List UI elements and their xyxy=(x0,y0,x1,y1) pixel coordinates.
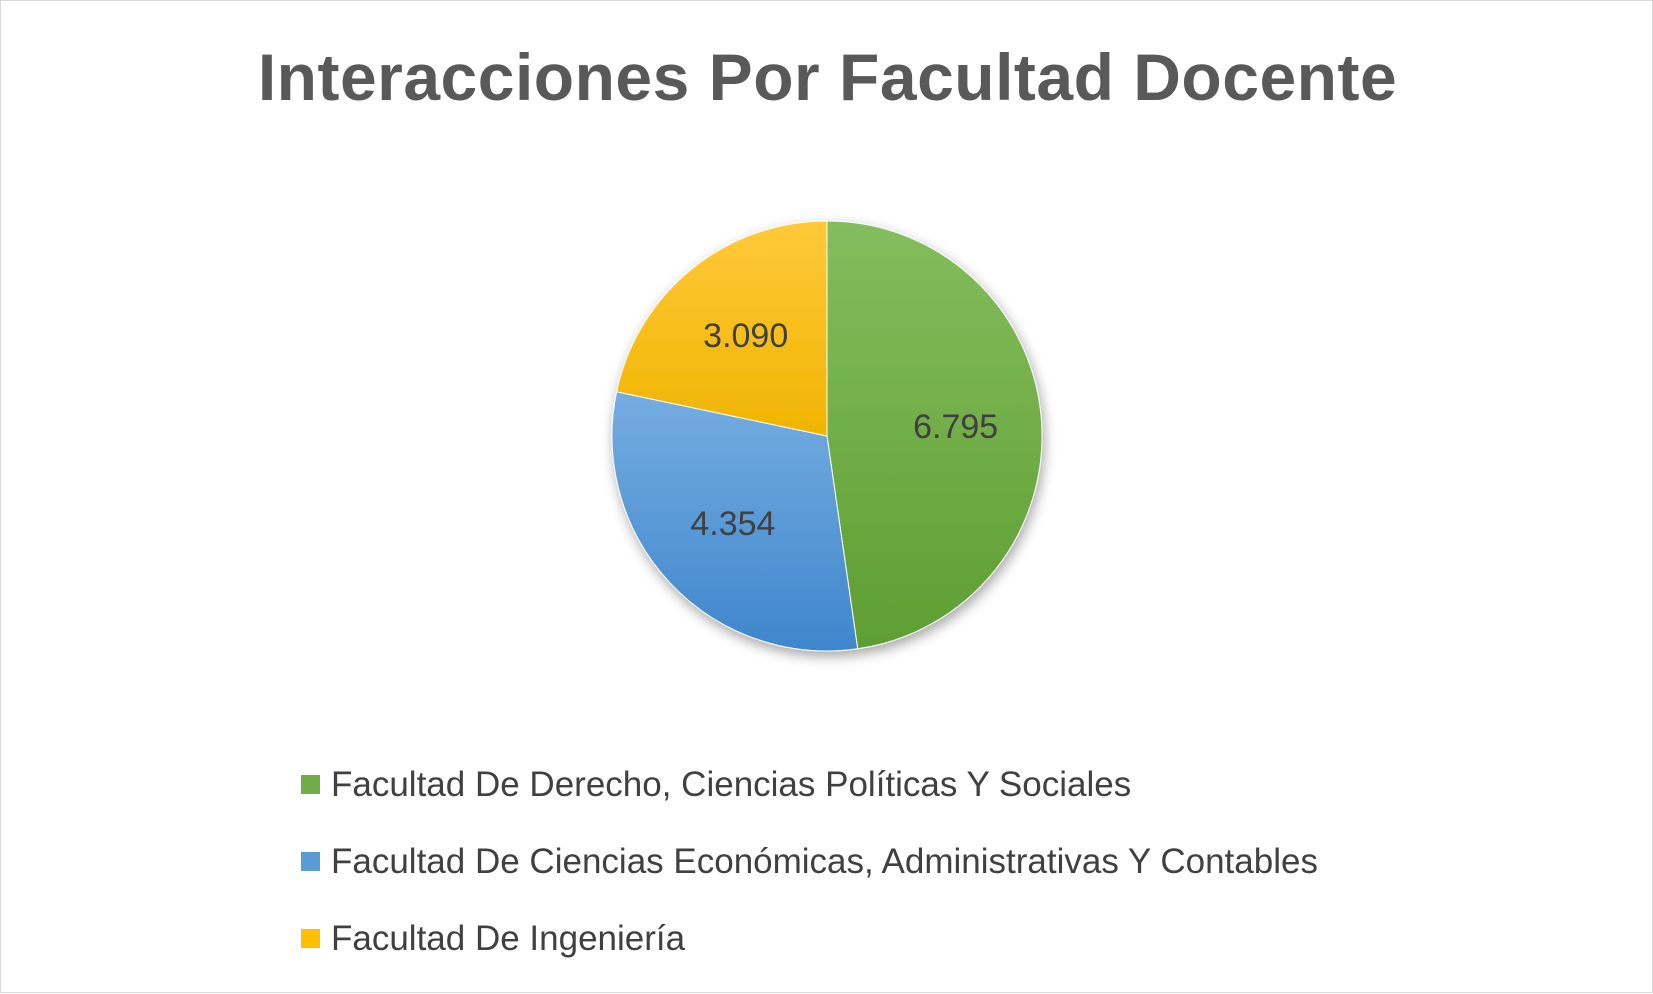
pie-slice-derecho xyxy=(826,220,1043,650)
legend-swatch xyxy=(301,929,320,948)
data-label: 4.354 xyxy=(690,505,775,543)
legend-item: Facultad De Derecho, Ciencias Políticas … xyxy=(301,746,1318,823)
chart-title: Interacciones Por Facultad Docente xyxy=(257,40,1398,114)
pie-slice-economicas xyxy=(611,391,859,652)
legend-item: Facultad De Ingeniería xyxy=(301,900,1318,977)
data-label: 3.090 xyxy=(703,317,788,355)
legend-swatch xyxy=(301,852,320,871)
legend-swatch xyxy=(301,775,320,794)
legend-item: Facultad De Ciencias Económicas, Adminis… xyxy=(301,823,1318,900)
data-label: 6.795 xyxy=(913,408,998,446)
pie-slice-ingenieria xyxy=(616,220,828,437)
chart-legend: Facultad De Derecho, Ciencias Políticas … xyxy=(301,746,1318,977)
legend-label: Facultad De Ingeniería xyxy=(331,918,686,958)
legend-label: Facultad De Ciencias Económicas, Adminis… xyxy=(331,841,1318,881)
legend-label: Facultad De Derecho, Ciencias Políticas … xyxy=(331,764,1132,804)
